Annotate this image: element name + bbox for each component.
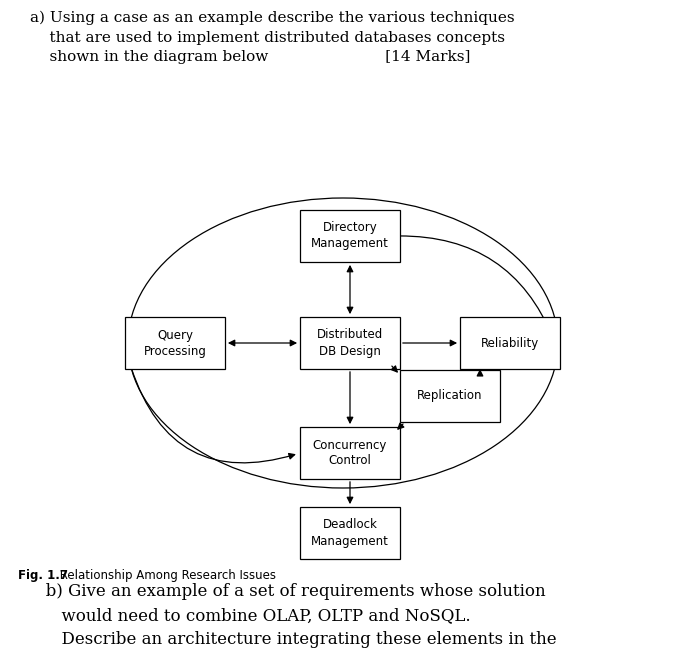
FancyBboxPatch shape [460,317,560,369]
Text: Reliability: Reliability [481,337,539,350]
Text: Distributed
DB Design: Distributed DB Design [317,329,383,357]
FancyBboxPatch shape [125,317,225,369]
Text: Query
Processing: Query Processing [144,329,206,357]
Text: Concurrency
Control: Concurrency Control [313,439,387,467]
Text: a) Using a case as an example describe the various techniques
    that are used : a) Using a case as an example describe t… [30,11,514,64]
FancyBboxPatch shape [300,507,400,559]
Text: Relationship Among Research Issues: Relationship Among Research Issues [56,569,276,582]
Text: Replication: Replication [417,389,483,402]
FancyBboxPatch shape [300,317,400,369]
Text: Fig. 1.7: Fig. 1.7 [18,569,68,582]
FancyBboxPatch shape [300,210,400,262]
Text: Deadlock
Management: Deadlock Management [311,518,389,547]
FancyBboxPatch shape [300,427,400,479]
FancyBboxPatch shape [400,370,500,422]
Text: Directory
Management: Directory Management [311,221,389,251]
Text: b) Give an example of a set of requirements whose solution
      would need to c: b) Give an example of a set of requireme… [30,583,556,651]
